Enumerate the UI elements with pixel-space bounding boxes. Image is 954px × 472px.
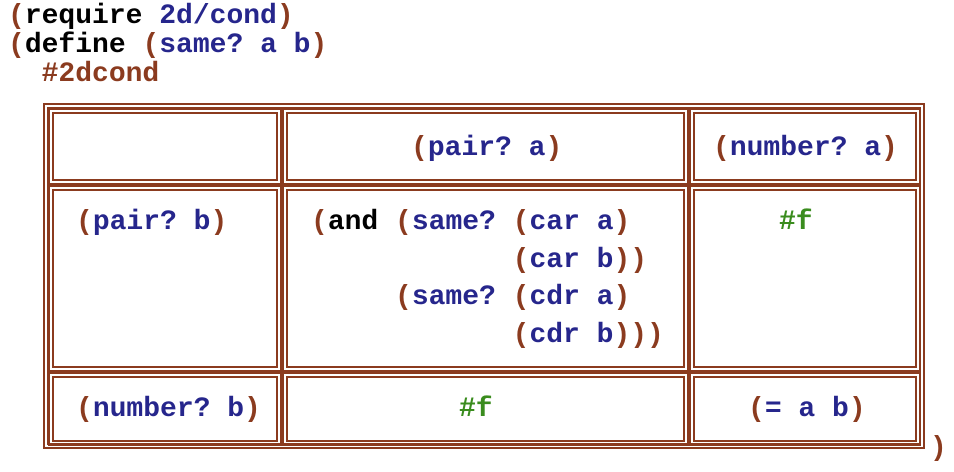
keyword-token: define bbox=[24, 30, 143, 61]
paren-token: ( bbox=[76, 394, 93, 425]
paren-token: ) bbox=[930, 433, 947, 464]
keyword-token: require bbox=[24, 1, 160, 32]
identifier-token: number? b bbox=[92, 394, 245, 425]
cell-pair-number: #f bbox=[779, 208, 813, 238]
code-line: (define (same? a b) bbox=[8, 31, 327, 61]
paren-token: ) bbox=[881, 133, 898, 164]
paren-token: ) bbox=[310, 30, 328, 61]
identifier-token: car b bbox=[529, 245, 614, 276]
constant-token: #f bbox=[459, 394, 493, 425]
paren-token: ) bbox=[613, 282, 631, 313]
closing-paren: ) bbox=[930, 434, 947, 464]
paren-token: ( bbox=[8, 30, 25, 61]
paren-token: ) bbox=[613, 207, 631, 238]
identifier-token: pair? b bbox=[92, 207, 211, 238]
paren-token: ( bbox=[142, 30, 160, 61]
paren-token: ( bbox=[395, 207, 412, 238]
identifier-token: same? a b bbox=[159, 30, 311, 61]
paren-token: ( bbox=[76, 207, 93, 238]
column-header-pair-a: (pair? a) bbox=[411, 134, 562, 164]
identifier-token: same? bbox=[411, 282, 513, 313]
identifier-token: pair? a bbox=[427, 133, 546, 164]
body-cell bbox=[689, 185, 921, 372]
paren-token: ) bbox=[276, 1, 294, 32]
cell-number-number: (= a b) bbox=[748, 395, 866, 425]
paren-token: ( bbox=[311, 207, 328, 238]
paren-token: ( bbox=[411, 133, 428, 164]
paren-token: ) bbox=[545, 133, 563, 164]
paren-token: ) bbox=[244, 394, 261, 425]
body-cell bbox=[282, 372, 689, 446]
paren-token: ) bbox=[210, 207, 228, 238]
code-line: (and (same? (car a) bbox=[311, 208, 630, 238]
identifier-token: 2d/cond bbox=[159, 1, 277, 32]
code-line: (cdr b))) bbox=[311, 321, 664, 351]
paren-token: ( bbox=[748, 394, 765, 425]
body-cell bbox=[689, 372, 921, 446]
body-cell bbox=[282, 185, 689, 372]
paren-token: ( bbox=[8, 1, 25, 32]
row-header-pair-b: (pair? b) bbox=[76, 208, 227, 238]
code-line: (require 2d/cond) bbox=[8, 2, 294, 32]
column-header-cell bbox=[282, 108, 689, 185]
paren-token: ( bbox=[713, 133, 730, 164]
table-outer-border bbox=[43, 103, 925, 449]
identifier-token: car a bbox=[529, 207, 614, 238]
code-line: #2dcond bbox=[8, 59, 160, 90]
paren-token: )) bbox=[613, 245, 648, 276]
identifier-token: cdr b bbox=[529, 320, 614, 351]
identifier-token: number? a bbox=[729, 133, 882, 164]
paren-token: #2dcond bbox=[8, 59, 160, 90]
paren-token: ( bbox=[311, 320, 530, 351]
identifier-token: = a b bbox=[764, 394, 849, 425]
identifier-token: same? bbox=[411, 207, 513, 238]
code-line: (car b)) bbox=[311, 246, 647, 276]
paren-token: ))) bbox=[613, 320, 664, 351]
column-header-number-a: (number? a) bbox=[713, 134, 898, 164]
row-header-cell bbox=[48, 185, 282, 372]
paren-token: ( bbox=[512, 207, 530, 238]
paren-token: ( bbox=[311, 282, 412, 313]
constant-token: #f bbox=[779, 207, 813, 238]
paren-token: ) bbox=[848, 394, 866, 425]
row-header-number-b: (number? b) bbox=[76, 395, 261, 425]
paren-token: ( bbox=[311, 245, 530, 276]
identifier-token: cdr a bbox=[529, 282, 614, 313]
paren-token: ( bbox=[512, 282, 530, 313]
row-header-cell bbox=[48, 372, 282, 446]
keyword-token: and bbox=[327, 207, 396, 238]
cell-number-pair: #f bbox=[459, 395, 493, 425]
column-header-cell bbox=[689, 108, 921, 185]
corner-cell bbox=[48, 108, 282, 185]
code-line: (same? (cdr a) bbox=[311, 283, 630, 313]
